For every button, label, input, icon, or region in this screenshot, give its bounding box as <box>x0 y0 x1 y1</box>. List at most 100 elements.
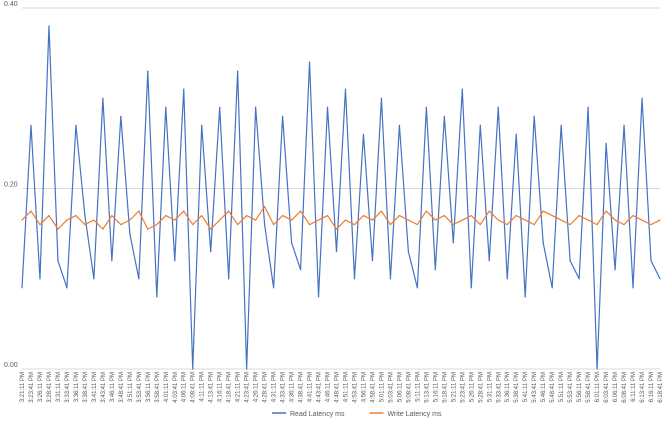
x-tick-label: 3:58:41 PM <box>155 372 161 403</box>
x-tick-label: 4:21:11 PM <box>236 372 242 402</box>
data-point <box>201 124 203 126</box>
x-tick-label: 5:43:41 PM <box>532 372 538 403</box>
x-tick-label: 6:13:41 PM <box>640 372 646 403</box>
data-point <box>587 106 589 108</box>
data-point <box>317 219 320 221</box>
data-point <box>569 260 571 262</box>
data-point <box>650 224 652 226</box>
data-point <box>515 133 517 135</box>
x-tick-label: 6:11:11 PM <box>631 372 637 402</box>
data-point <box>102 228 104 230</box>
data-point <box>219 106 221 108</box>
data-point <box>192 224 194 226</box>
data-point <box>299 210 302 212</box>
data-point <box>129 219 131 221</box>
data-point <box>524 296 526 298</box>
x-tick-label: 3:48:41 PM <box>119 372 125 403</box>
data-point <box>380 210 383 212</box>
x-tick-label: 5:48:41 PM <box>550 372 556 403</box>
data-point <box>506 278 508 280</box>
data-point <box>605 210 607 212</box>
data-point <box>389 278 392 280</box>
x-tick-label: 3:41:11 PM <box>92 372 98 402</box>
x-tick-label: 5:18:41 PM <box>442 372 448 403</box>
data-point <box>30 210 32 212</box>
data-point <box>183 210 185 212</box>
data-point <box>210 251 212 253</box>
x-tick-label: 5:23:41 PM <box>460 372 466 403</box>
y-tick-label: 0.20 <box>4 182 18 189</box>
x-tick-label: 5:36:11 PM <box>505 372 511 402</box>
data-point <box>488 260 490 262</box>
x-tick-label: 6:18:41 PM <box>658 372 664 403</box>
legend: Read Latency ms Write Latency ms <box>272 411 442 418</box>
x-tick-label: 4:01:11 PM <box>164 372 170 402</box>
data-point <box>66 219 68 221</box>
x-tick-label: 5:38:41 PM <box>514 372 520 403</box>
data-point <box>560 219 562 221</box>
data-point <box>39 224 41 226</box>
x-tick-label: 5:26:11 PM <box>469 372 475 402</box>
x-tick-label: 5:33:41 PM <box>496 372 502 403</box>
data-point <box>192 368 194 370</box>
data-point <box>497 219 499 221</box>
data-point <box>353 278 356 280</box>
x-tick-label: 5:53:41 PM <box>568 372 574 403</box>
data-point <box>623 224 625 226</box>
data-point <box>659 278 661 280</box>
data-point <box>93 219 95 221</box>
x-axis: 3:21:11 PM 3:23:41 PM 3:26:11 PM 3:28:41 PM… <box>20 372 664 403</box>
x-tick-label: 4:13:41 PM <box>209 372 215 403</box>
data-point <box>120 115 122 117</box>
data-point <box>623 124 625 126</box>
data-point <box>470 214 472 217</box>
data-point <box>398 124 401 126</box>
x-tick-label: 4:46:11 PM <box>326 372 332 402</box>
x-tick-label: 4:31:11 PM <box>272 372 278 402</box>
x-tick-label: 5:31:11 PM <box>487 372 493 402</box>
data-point <box>614 269 616 271</box>
data-point <box>353 224 356 226</box>
data-point <box>344 219 347 221</box>
legend-label: Write Latency ms <box>388 411 442 418</box>
data-point <box>255 106 257 108</box>
x-tick-label: 3:31:11 PM <box>56 372 62 402</box>
x-tick-label: 3:51:11 PM <box>128 372 134 402</box>
x-tick-label: 5:13:41 PM <box>424 372 430 403</box>
data-point <box>398 214 401 217</box>
data-point <box>461 88 463 90</box>
data-point <box>147 70 149 72</box>
data-point <box>174 219 176 221</box>
data-point <box>210 228 212 230</box>
data-point <box>434 269 436 271</box>
data-point <box>120 224 122 226</box>
data-point <box>299 269 302 271</box>
x-tick-label: 4:06:11 PM <box>182 372 188 402</box>
data-point <box>75 214 77 217</box>
x-tick-label: 4:38:41 PM <box>299 372 305 403</box>
data-point <box>650 260 652 262</box>
data-point <box>578 214 580 217</box>
data-point <box>264 224 266 226</box>
data-point <box>371 260 374 262</box>
data-point <box>542 210 544 212</box>
data-point <box>641 97 643 99</box>
x-tick-label: 4:08:41 PM <box>191 372 197 403</box>
data-point <box>524 219 526 221</box>
data-point <box>21 219 23 221</box>
x-tick-label: 5:58:41 PM <box>586 372 592 403</box>
data-point <box>111 214 113 217</box>
x-tick-label: 4:56:11 PM <box>361 372 367 402</box>
data-point <box>596 368 598 370</box>
data-point <box>560 124 562 126</box>
data-point <box>416 224 418 226</box>
x-tick-label: 4:51:11 PM <box>343 372 349 402</box>
data-point <box>93 278 95 280</box>
x-tick-label: 5:01:11 PM <box>379 372 385 402</box>
data-point <box>506 224 508 226</box>
data-point <box>290 242 293 244</box>
series-group <box>21 25 661 370</box>
x-tick-label: 5:08:41 PM <box>406 372 412 403</box>
data-point <box>362 133 365 135</box>
x-tick-label: 4:36:11 PM <box>290 372 296 402</box>
